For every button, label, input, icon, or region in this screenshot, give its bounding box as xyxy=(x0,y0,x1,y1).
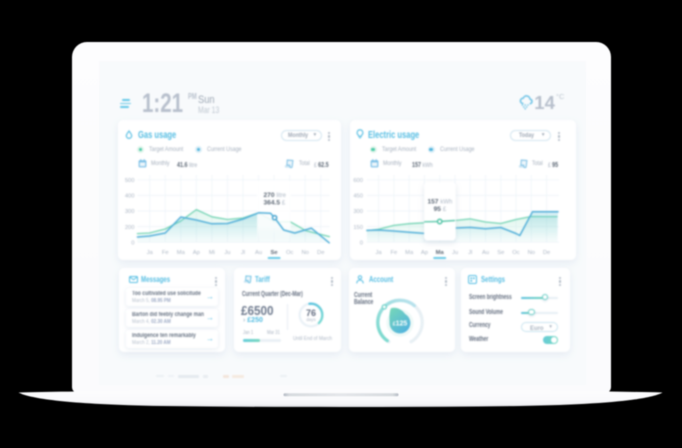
svg-text:No: No xyxy=(528,250,535,256)
svg-text:Ju: Ju xyxy=(224,250,230,256)
svg-text:270 litre: 270 litre xyxy=(263,192,286,199)
svg-text:0: 0 xyxy=(360,240,363,246)
svg-text:300: 300 xyxy=(124,209,134,215)
svg-text:Au: Au xyxy=(482,250,489,256)
svg-text:Se: Se xyxy=(497,250,504,256)
svg-text:£125: £125 xyxy=(393,320,408,327)
svg-text:Se: Se xyxy=(270,250,278,256)
svg-text:No: No xyxy=(301,250,308,256)
svg-text:157 kWh: 157 kWh xyxy=(427,199,452,206)
svg-text:Ma: Ma xyxy=(176,250,185,256)
svg-text:500: 500 xyxy=(124,178,134,184)
svg-text:150: 150 xyxy=(353,225,363,231)
svg-text:300: 300 xyxy=(353,209,363,215)
svg-text:Au: Au xyxy=(255,250,262,256)
svg-text:Jl: Jl xyxy=(240,250,244,256)
svg-text:200: 200 xyxy=(124,225,134,231)
svg-text:Ma: Ma xyxy=(436,250,445,256)
svg-text:Ju: Ju xyxy=(452,250,458,256)
svg-text:Ja: Ja xyxy=(146,250,153,256)
svg-text:Fe: Fe xyxy=(391,250,398,256)
svg-text:95 £: 95 £ xyxy=(434,206,447,213)
svg-text:600: 600 xyxy=(353,178,363,184)
svg-text:Mi: Mi xyxy=(208,250,214,256)
svg-text:450: 450 xyxy=(353,194,363,200)
svg-text:0: 0 xyxy=(131,240,134,246)
svg-text:Oc: Oc xyxy=(285,250,293,256)
svg-text:400: 400 xyxy=(124,194,134,200)
svg-text:Ap: Ap xyxy=(192,250,199,256)
svg-text:Oc: Oc xyxy=(512,250,520,256)
svg-text:Ap: Ap xyxy=(421,250,428,256)
svg-text:364.5 £: 364.5 £ xyxy=(263,200,285,207)
svg-text:De: De xyxy=(317,250,324,256)
svg-text:Ma: Ma xyxy=(405,250,414,256)
svg-text:Ja: Ja xyxy=(376,250,383,256)
svg-text:Jl: Jl xyxy=(468,250,472,256)
svg-text:Fe: Fe xyxy=(161,250,168,256)
svg-text:De: De xyxy=(543,250,550,256)
